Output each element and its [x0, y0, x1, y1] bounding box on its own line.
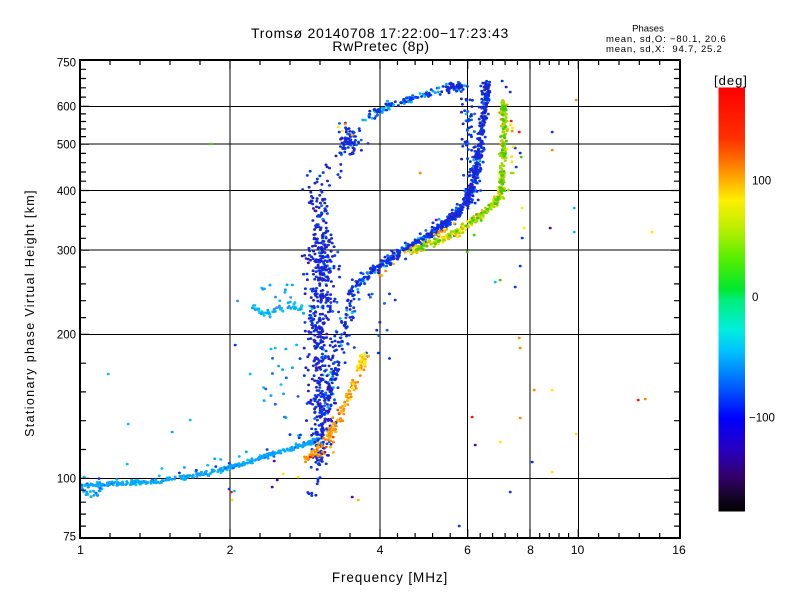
svg-text:[deg]: [deg] — [714, 73, 748, 88]
svg-text:100: 100 — [57, 474, 76, 486]
svg-text:200: 200 — [57, 330, 76, 342]
svg-text:10: 10 — [571, 543, 585, 557]
svg-text:Stationary phase Virtual Heigh: Stationary phase Virtual Height [km] — [23, 189, 37, 437]
svg-text:100: 100 — [752, 176, 771, 188]
svg-text:500: 500 — [57, 140, 76, 152]
svg-text:16: 16 — [672, 543, 686, 557]
svg-text:0: 0 — [752, 292, 758, 304]
svg-text:400: 400 — [57, 186, 76, 198]
svg-text:mean, sd,X: 94.7, 25.2: mean, sd,X: 94.7, 25.2 — [606, 44, 723, 55]
svg-text:750: 750 — [57, 58, 76, 70]
svg-text:RwPretec (8p): RwPretec (8p) — [332, 38, 429, 54]
svg-text:Frequency [MHz]: Frequency [MHz] — [332, 570, 448, 585]
svg-text:Phases: Phases — [632, 24, 664, 35]
svg-text:6: 6 — [464, 543, 471, 557]
svg-text:8: 8 — [527, 543, 534, 557]
svg-text:−100: −100 — [749, 413, 775, 425]
svg-text:Tromsø 20140708 17:22:00−17:23: Tromsø 20140708 17:22:00−17:23:43 — [251, 25, 509, 41]
svg-text:2: 2 — [227, 543, 234, 557]
svg-text:600: 600 — [57, 102, 76, 114]
svg-text:4: 4 — [377, 543, 384, 557]
svg-text:1: 1 — [77, 543, 84, 557]
svg-text:75: 75 — [63, 532, 76, 544]
svg-text:mean, sd,O: −80.1, 20.6: mean, sd,O: −80.1, 20.6 — [606, 34, 727, 45]
svg-text:300: 300 — [57, 246, 76, 258]
